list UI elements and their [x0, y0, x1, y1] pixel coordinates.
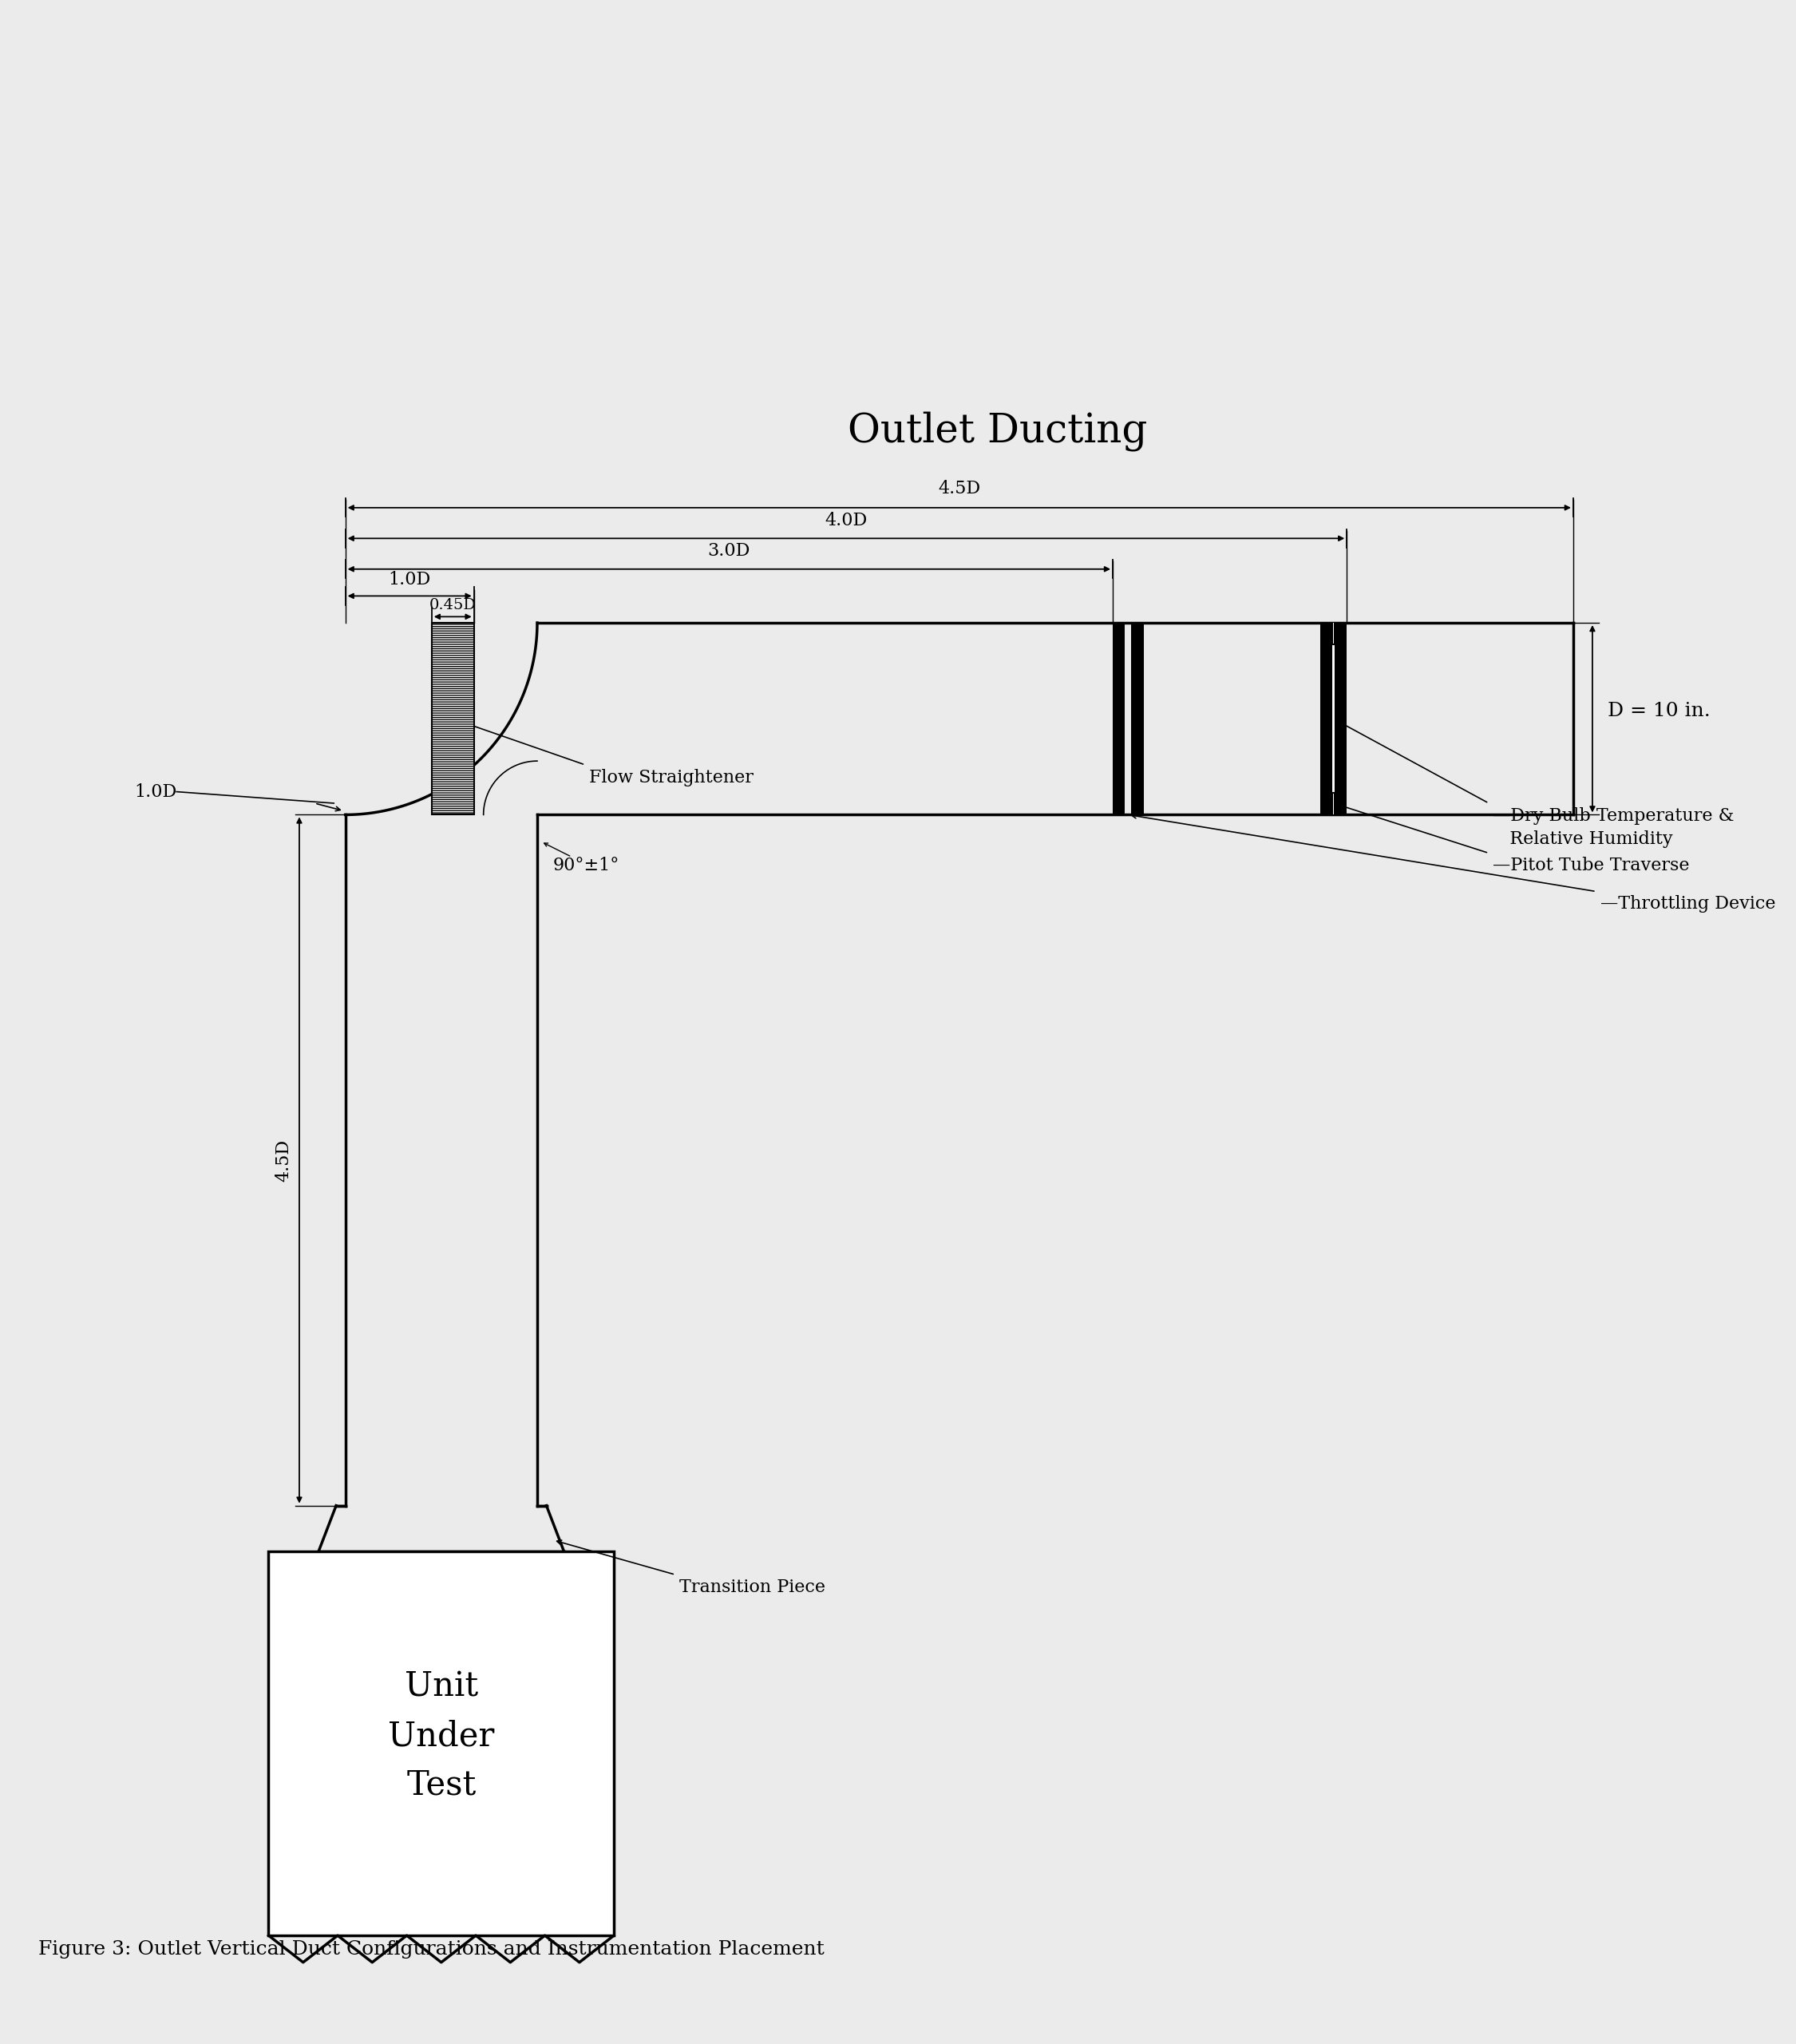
- Bar: [269, 1551, 614, 1936]
- Text: —Pitot Tube Traverse: —Pitot Tube Traverse: [1492, 856, 1690, 875]
- Text: 0.45D: 0.45D: [429, 597, 476, 611]
- Text: 1.0D: 1.0D: [135, 783, 176, 801]
- Text: Outlet Ducting: Outlet Ducting: [848, 411, 1148, 452]
- Text: 90°±1°: 90°±1°: [553, 856, 620, 875]
- Text: 4.0D: 4.0D: [824, 511, 867, 529]
- Text: D = 10 in.: D = 10 in.: [1607, 701, 1710, 719]
- Bar: [1131, 623, 1144, 816]
- Text: Transition Piece: Transition Piece: [679, 1578, 824, 1596]
- Text: 3.0D: 3.0D: [708, 542, 751, 560]
- Text: 4.5D: 4.5D: [938, 480, 981, 497]
- Bar: [1114, 623, 1124, 816]
- Text: 1.0D: 1.0D: [388, 570, 431, 589]
- Text: Flow Straightener: Flow Straightener: [589, 769, 753, 787]
- Text: —Dry Bulb Temperature &
   Relative Humidity: —Dry Bulb Temperature & Relative Humidit…: [1492, 807, 1733, 848]
- Text: 4.5D: 4.5D: [275, 1139, 293, 1181]
- Text: Unit
Under
Test: Unit Under Test: [388, 1670, 494, 1803]
- Bar: [1331, 644, 1334, 793]
- Text: —Throttling Device: —Throttling Device: [1600, 895, 1774, 914]
- Text: Figure 3: Outlet Vertical Duct Configurations and Instrumentation Placement: Figure 3: Outlet Vertical Duct Configura…: [38, 1940, 824, 1958]
- Bar: [431, 623, 474, 816]
- Bar: [1333, 623, 1347, 816]
- Bar: [1320, 623, 1334, 816]
